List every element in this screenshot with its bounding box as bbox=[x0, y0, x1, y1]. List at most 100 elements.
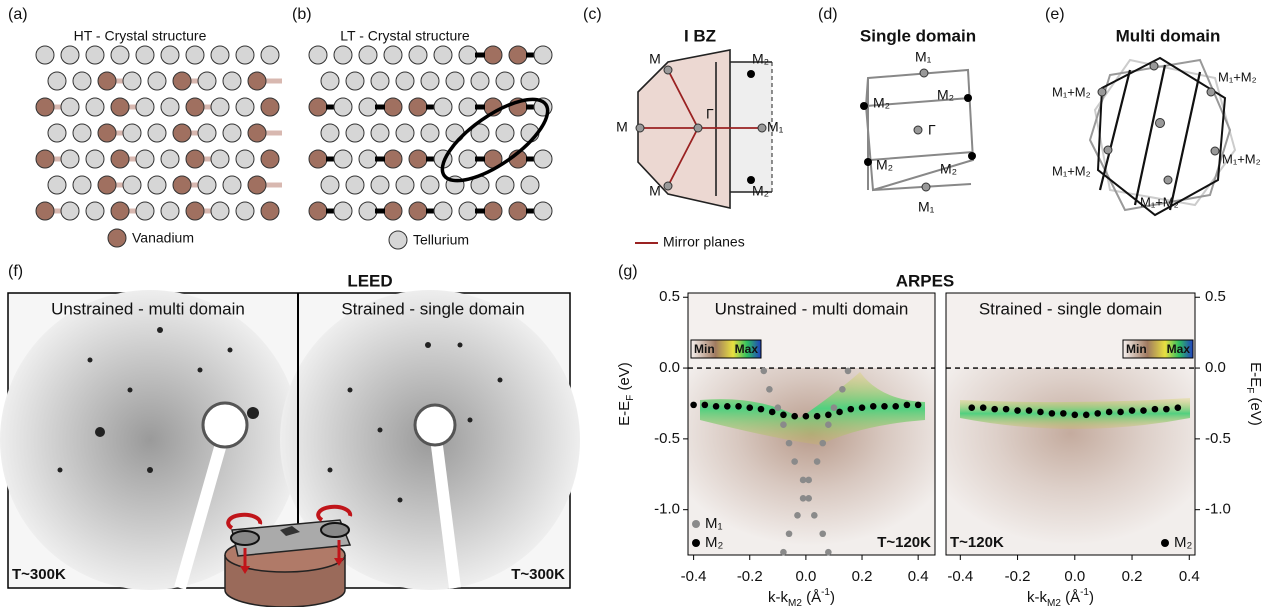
panel-title: ARPES bbox=[896, 271, 955, 290]
legend-swatch bbox=[389, 231, 407, 249]
data-point bbox=[836, 409, 843, 416]
x-axis-label-part: (Å bbox=[802, 589, 821, 606]
data-point bbox=[805, 477, 812, 484]
y-axis-label-part: (eV) bbox=[616, 362, 633, 395]
atom bbox=[161, 46, 179, 64]
lattice-lt bbox=[309, 46, 552, 220]
figure: (a) HT - Crystal structure (b) LT - Crys… bbox=[0, 0, 1274, 607]
atom bbox=[359, 98, 377, 116]
data-point bbox=[1140, 407, 1147, 414]
atom bbox=[136, 150, 154, 168]
data-point bbox=[786, 440, 793, 447]
atom bbox=[223, 176, 241, 194]
point-label: M bbox=[616, 119, 628, 135]
panel-label: (b) bbox=[292, 6, 312, 23]
atom bbox=[371, 124, 389, 142]
data-point bbox=[775, 404, 782, 411]
data-point bbox=[1152, 406, 1159, 413]
atom bbox=[236, 98, 254, 116]
point-label: M₂ bbox=[937, 87, 954, 103]
x-axis-label-part: ) bbox=[830, 589, 835, 606]
atom bbox=[98, 176, 116, 194]
y-tick-label: -0.5 bbox=[1205, 430, 1231, 447]
atom bbox=[346, 124, 364, 142]
x-tick-label: -0.2 bbox=[737, 568, 763, 585]
temperature: T~300K bbox=[12, 566, 66, 583]
atom bbox=[484, 202, 502, 220]
atom bbox=[161, 98, 179, 116]
data-point bbox=[1083, 411, 1090, 418]
data-point bbox=[881, 403, 888, 410]
atom bbox=[434, 202, 452, 220]
data-point bbox=[780, 411, 787, 418]
legend-swatch bbox=[108, 229, 126, 247]
data-point bbox=[791, 458, 798, 465]
atom bbox=[409, 98, 427, 116]
atom bbox=[459, 46, 477, 64]
atom bbox=[36, 202, 54, 220]
data-point bbox=[805, 495, 812, 502]
atom bbox=[409, 46, 427, 64]
y-axis-label-part: (eV) bbox=[1247, 393, 1264, 426]
data-point bbox=[1049, 410, 1056, 417]
atom bbox=[396, 176, 414, 194]
atom bbox=[334, 98, 352, 116]
panel-label: (g) bbox=[618, 263, 638, 280]
atom bbox=[534, 202, 552, 220]
panel-title: I BZ bbox=[684, 26, 716, 45]
atom bbox=[61, 98, 79, 116]
legend-label: Tellurium bbox=[413, 232, 469, 248]
legend-swatch bbox=[692, 539, 700, 547]
atom bbox=[409, 150, 427, 168]
data-point bbox=[769, 409, 776, 416]
atom bbox=[261, 98, 279, 116]
x-tick-label: 0.4 bbox=[1179, 568, 1200, 585]
multi-domain-diagram bbox=[1090, 58, 1235, 215]
data-point bbox=[800, 495, 807, 502]
point-label: Γ bbox=[928, 122, 936, 138]
atom bbox=[173, 72, 191, 90]
data-point bbox=[825, 549, 832, 556]
atom bbox=[346, 176, 364, 194]
data-point bbox=[825, 421, 832, 428]
atom bbox=[173, 124, 191, 142]
x-tick-label: 0.0 bbox=[1064, 568, 1085, 585]
atom bbox=[321, 124, 339, 142]
atom bbox=[211, 46, 229, 64]
point-label: M bbox=[649, 51, 661, 67]
data-point bbox=[814, 413, 821, 420]
data-point bbox=[892, 403, 899, 410]
atom bbox=[359, 150, 377, 168]
atom bbox=[421, 176, 439, 194]
atom bbox=[186, 150, 204, 168]
atom bbox=[446, 72, 464, 90]
x-tick-label: -0.2 bbox=[1005, 568, 1031, 585]
data-point bbox=[760, 368, 767, 375]
panel-label: (c) bbox=[583, 6, 602, 23]
data-point bbox=[870, 403, 877, 410]
atom bbox=[223, 124, 241, 142]
atom bbox=[248, 176, 266, 194]
x-axis-label-part: M2 bbox=[788, 598, 802, 607]
x-axis-label-part: k-k bbox=[768, 589, 788, 606]
x-tick-label: 0.2 bbox=[1122, 568, 1143, 585]
data-point bbox=[980, 404, 987, 411]
x-tick-label: -0.4 bbox=[947, 568, 973, 585]
data-point bbox=[991, 406, 998, 413]
data-point bbox=[1129, 407, 1136, 414]
legend-swatch bbox=[1161, 539, 1169, 547]
data-point bbox=[915, 402, 922, 409]
atom bbox=[86, 150, 104, 168]
data-point bbox=[746, 404, 753, 411]
atom bbox=[359, 202, 377, 220]
legend-label: Mirror planes bbox=[663, 234, 745, 250]
data-point bbox=[1163, 406, 1170, 413]
x-axis-label-part: M2 bbox=[1047, 598, 1061, 607]
legend-label: M₂ bbox=[1174, 534, 1192, 551]
atom bbox=[186, 46, 204, 64]
panel-title: HT - Crystal structure bbox=[74, 28, 207, 44]
atom bbox=[98, 124, 116, 142]
panel-title: LEED bbox=[347, 271, 392, 290]
data-point bbox=[794, 512, 801, 519]
y-tick-label: -1.0 bbox=[654, 501, 680, 518]
